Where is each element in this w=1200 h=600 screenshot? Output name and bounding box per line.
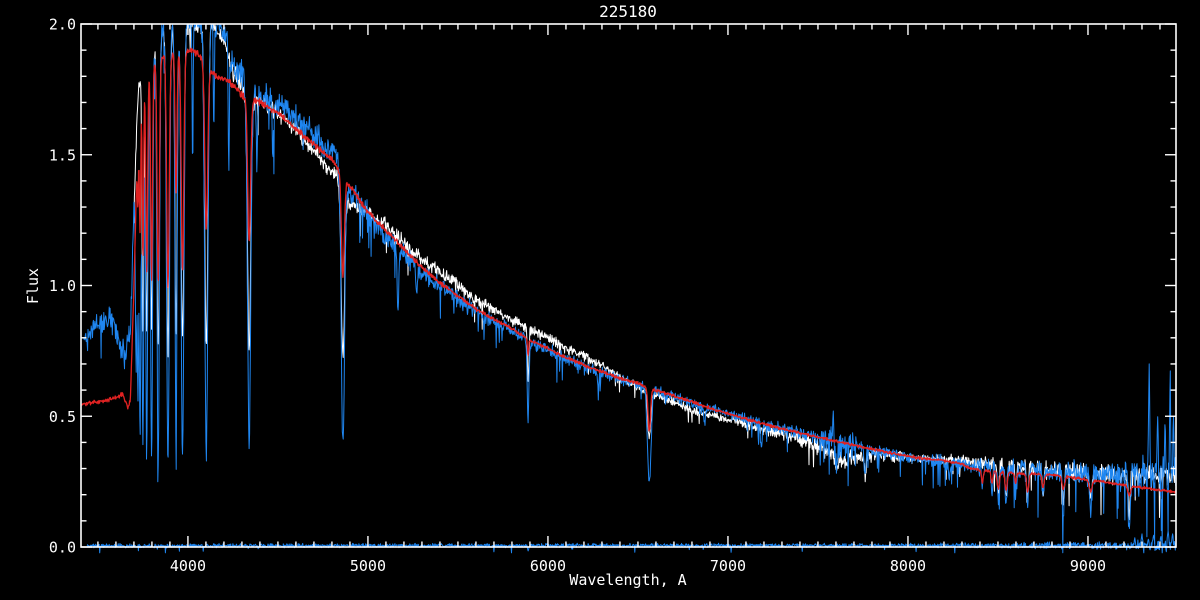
x-tick-label: 8000 [890,557,926,575]
y-tick-label: 0.5 [49,408,76,426]
x-tick-label: 5000 [350,557,386,575]
x-tick-label: 6000 [530,557,566,575]
x-tick-label: 4000 [170,557,206,575]
y-tick-label: 0.0 [49,539,76,557]
x-tick-label: 7000 [710,557,746,575]
y-tick-label: 1.0 [49,277,76,295]
y-tick-label: 2.0 [49,16,76,34]
x-axis-label: Wavelength, A [569,571,686,589]
model-fit-line [80,47,1177,497]
x-tick-label: 9000 [1070,557,1106,575]
observed-spectrum-line [83,23,1177,554]
y-axis-label: Flux [24,268,42,304]
chart-title: 225180 [599,2,657,21]
axis-layer: 4000 5000 6000 7000 8000 9000 0.0 0.5 1.0 1.5 2.0 [49,16,1177,575]
y-tick-label: 1.5 [49,146,76,164]
